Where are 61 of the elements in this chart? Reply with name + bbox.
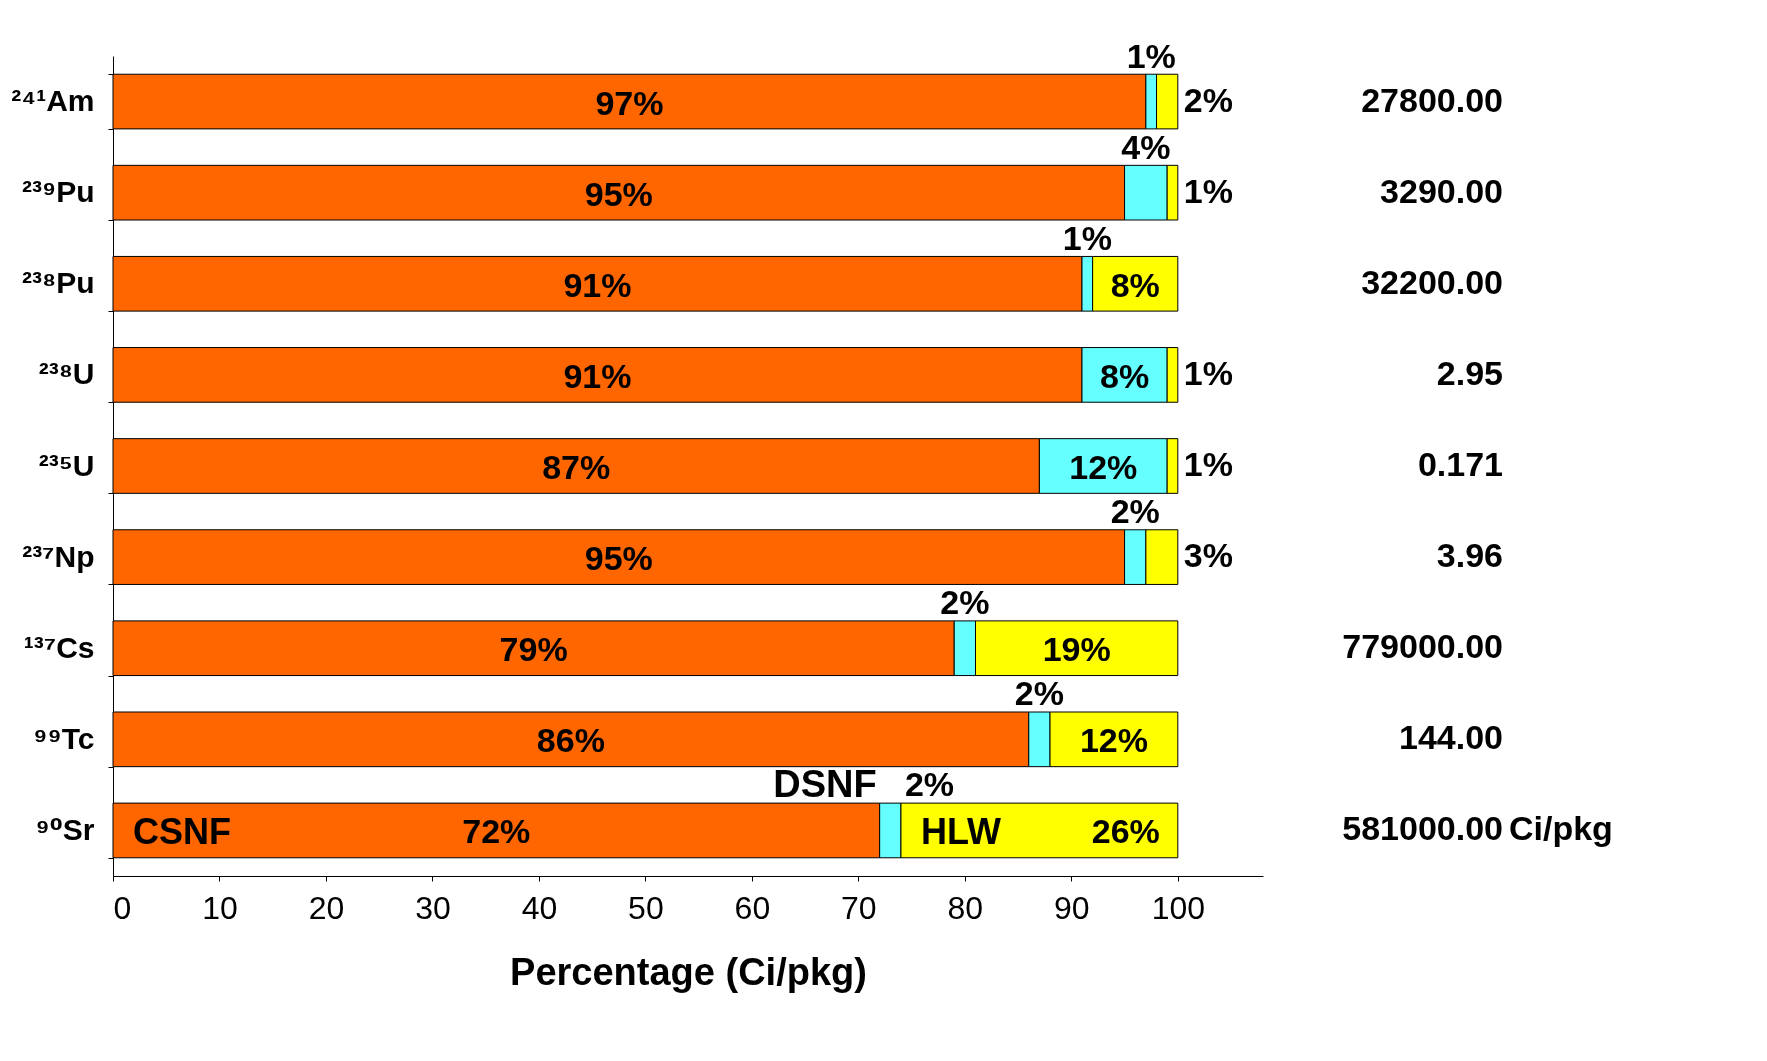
y-tick-label: ²³⁸U	[38, 357, 95, 391]
series-label: HLW	[920, 811, 1001, 853]
series-label: CSNF	[133, 811, 231, 853]
text: 32200.00	[1361, 262, 1503, 301]
x-tick-label: 80	[947, 889, 984, 926]
data-label: 1%	[1126, 36, 1176, 75]
data-label: 1%	[1183, 353, 1233, 392]
x-tick-label: 20	[308, 889, 345, 926]
data-label: 1%	[1183, 445, 1233, 483]
data-label: 95%	[584, 539, 653, 578]
data-label: 72%	[462, 812, 531, 851]
data-label: 2%	[940, 583, 990, 622]
y-tick-label: ²⁴¹Am	[11, 84, 95, 118]
data-label: 97%	[595, 83, 664, 122]
data-label: 8%	[1100, 356, 1150, 395]
data-label: 2%	[1110, 492, 1160, 531]
text: 3.96	[1436, 536, 1503, 575]
data-label: 91%	[563, 356, 632, 395]
x-axis-title: Percentage (Ci/pkg)	[510, 950, 867, 993]
data-label: 2%	[1183, 80, 1233, 119]
y-tick-label: ²³⁷Np	[22, 539, 95, 573]
data-label: 3%	[1183, 536, 1233, 575]
x-tick-label: 100	[1151, 889, 1206, 926]
data-label: 1%	[1183, 171, 1233, 210]
data-label: 4%	[1121, 127, 1171, 166]
data-label: 12%	[1069, 448, 1138, 486]
x-tick-label: 30	[415, 889, 451, 926]
x-tick-label: 50	[628, 889, 664, 926]
x-tick-label: 60	[734, 889, 771, 926]
text: 0.171	[1417, 445, 1503, 483]
x-tick-label: 10	[202, 889, 238, 926]
data-label: 91%	[563, 265, 632, 304]
y-tick-label: ²³⁵U	[38, 448, 95, 482]
data-label: 12%	[1079, 721, 1148, 760]
text: 3290.00	[1380, 171, 1503, 210]
y-tick-label: ²³⁸Pu	[22, 266, 95, 300]
y-tick-label: ²³⁹Pu	[21, 175, 95, 209]
data-label: 86%	[536, 721, 605, 760]
data-label: 2%	[904, 765, 955, 804]
data-label: 2%	[1014, 674, 1064, 713]
text: Ci/pkg	[1509, 809, 1613, 848]
data-label: 1%	[1062, 218, 1112, 257]
x-tick-label: 40	[521, 889, 558, 926]
data-label: 8%	[1110, 265, 1160, 304]
data-label: 79%	[499, 630, 568, 669]
text: 27800.00	[1361, 80, 1503, 119]
y-tick-label: ¹³⁷Cs	[23, 630, 95, 664]
text: 144.00	[1399, 718, 1503, 757]
data-label: 19%	[1042, 630, 1111, 669]
data-label: 87%	[542, 448, 611, 486]
y-tick-label: ⁹⁹Tc	[33, 721, 95, 755]
series-label: DSNF	[773, 763, 877, 806]
text: 2.95	[1436, 353, 1503, 392]
x-tick-label: 70	[841, 889, 877, 926]
x-tick-label: 0	[113, 889, 132, 926]
text: 779000.00	[1342, 627, 1503, 666]
text: 581000.00	[1342, 809, 1503, 848]
x-tick-label: 90	[1054, 889, 1090, 926]
data-label: 26%	[1091, 812, 1160, 851]
y-tick-label: ⁹⁰Sr	[35, 812, 95, 846]
data-label: 95%	[584, 174, 653, 213]
